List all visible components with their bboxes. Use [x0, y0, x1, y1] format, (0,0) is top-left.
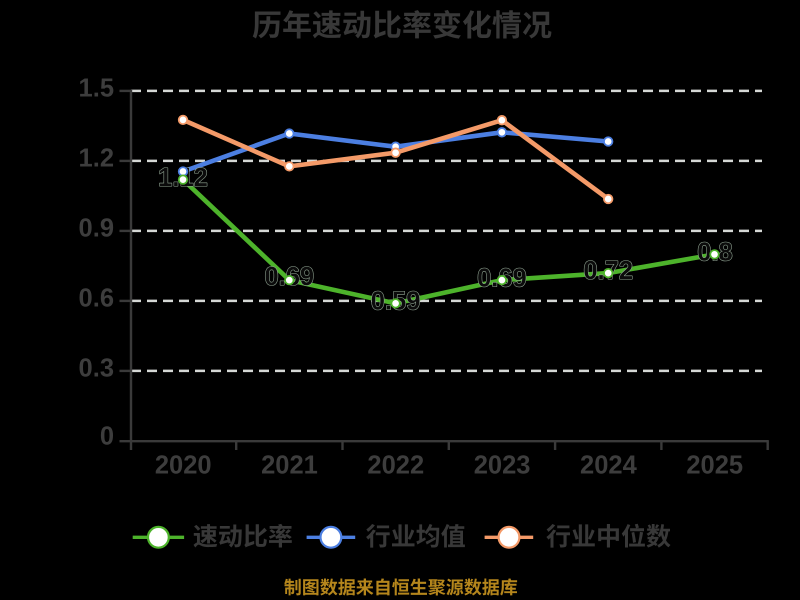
svg-text:2023: 2023	[474, 452, 531, 480]
svg-text:0.69: 0.69	[264, 263, 314, 291]
svg-text:0.6: 0.6	[79, 285, 114, 313]
svg-text:1.2: 1.2	[79, 145, 114, 173]
svg-text:0.72: 0.72	[583, 257, 633, 285]
svg-text:0.9: 0.9	[79, 215, 114, 243]
svg-text:0: 0	[100, 423, 114, 451]
svg-text:2021: 2021	[261, 452, 318, 480]
svg-text:2025: 2025	[686, 452, 743, 480]
svg-text:2022: 2022	[367, 452, 424, 480]
svg-text:2024: 2024	[580, 452, 638, 480]
svg-text:2020: 2020	[155, 452, 212, 480]
svg-text:1.5: 1.5	[79, 75, 114, 103]
svg-text:0.3: 0.3	[79, 355, 114, 383]
svg-text:0.59: 0.59	[371, 288, 421, 316]
